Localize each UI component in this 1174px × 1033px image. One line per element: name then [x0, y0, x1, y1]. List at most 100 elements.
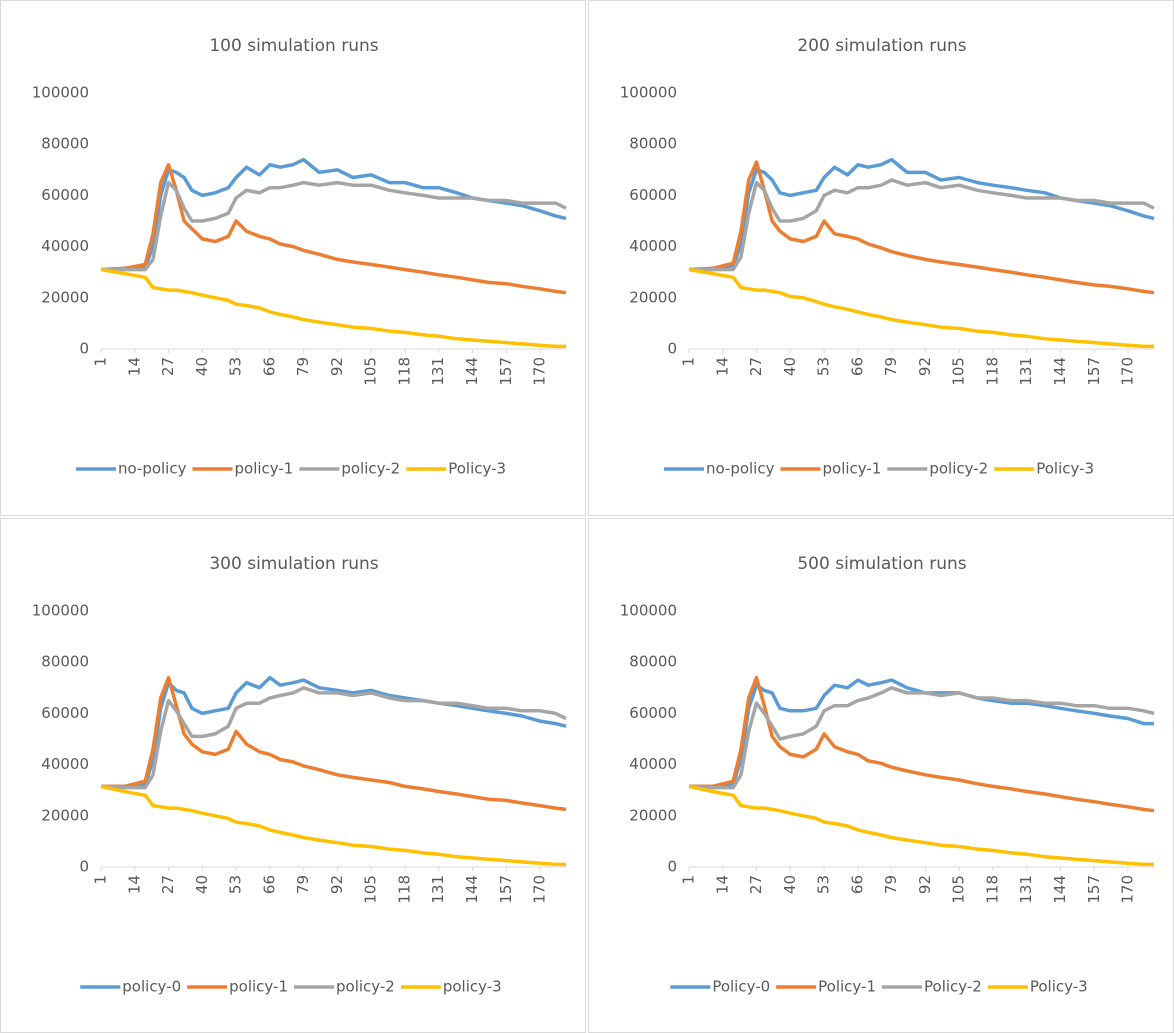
- x-tick-label: 40: [781, 875, 799, 894]
- series-line: [100, 267, 566, 349]
- legend-label: policy-2: [336, 978, 395, 996]
- y-tick-label: 40000: [629, 755, 677, 773]
- x-tick-label: 40: [781, 357, 799, 376]
- legend-label: policy-0: [122, 978, 181, 996]
- x-tick-label: 66: [260, 357, 278, 376]
- y-tick-label: 80000: [629, 135, 677, 153]
- y-tick-label: 0: [79, 858, 89, 876]
- x-tick-label: 53: [227, 357, 245, 376]
- x-tick-label: 131: [1017, 875, 1035, 904]
- y-tick-label: 100000: [32, 602, 89, 620]
- x-tick-label: 92: [328, 357, 346, 376]
- y-tick-label: 0: [79, 340, 89, 358]
- legend-label: Policy-3: [1030, 978, 1088, 996]
- x-tick-label: 53: [815, 875, 833, 894]
- series-line: [100, 162, 567, 295]
- legend-label: policy-1: [822, 460, 881, 478]
- y-tick-label: 60000: [41, 704, 89, 722]
- y-tick-label: 40000: [629, 237, 677, 255]
- legend-label: policy-2: [341, 460, 400, 478]
- x-tick-label: 157: [1085, 357, 1103, 386]
- x-tick-label: 14: [125, 875, 143, 894]
- x-tick-label: 144: [463, 875, 481, 904]
- x-tick-label: 118: [395, 357, 413, 386]
- legend: policy-0 policy-1 policy-2 policy-3: [80, 978, 502, 996]
- x-tick-label: 53: [815, 357, 833, 376]
- x-tick-label: 131: [429, 875, 447, 904]
- chart-panel: 300 simulation runs 0 20000 40000 60000 80000…: [0, 518, 586, 1033]
- legend-label: no-policy: [706, 460, 775, 478]
- series-line: [688, 784, 1154, 867]
- x-tick-label: 66: [848, 875, 866, 894]
- y-tick-label: 40000: [41, 755, 89, 773]
- x-tick-label: 1: [92, 875, 110, 885]
- chart-title: 300 simulation runs: [209, 554, 378, 574]
- legend: no-policy policy-1 policy-2 Policy-3: [75, 460, 506, 478]
- x-tick-label: 105: [950, 357, 968, 386]
- x-tick-label: 79: [294, 357, 312, 376]
- legend: no-policy policy-1 policy-2 Policy-3: [663, 460, 1094, 478]
- x-tick-label: 27: [159, 357, 177, 376]
- x-tick-label: 14: [713, 875, 731, 894]
- y-tick-label: 20000: [41, 288, 89, 306]
- x-tick-label: 27: [747, 357, 765, 376]
- x-tick-label: 105: [362, 357, 380, 386]
- x-tick-label: 92: [916, 875, 934, 894]
- x-tick-label: 118: [395, 875, 413, 904]
- x-tick-label: 40: [193, 875, 211, 894]
- chart-panel: 100 simulation runs 0 20000 40000 60000 80000…: [0, 0, 586, 516]
- series-line: [689, 675, 1155, 813]
- x-tick-label: 157: [497, 875, 515, 904]
- x-tick-label: 131: [429, 357, 447, 386]
- y-tick-label: 40000: [41, 237, 89, 255]
- legend: Policy-0 Policy-1 Policy-2 Policy-3: [670, 978, 1088, 996]
- x-tick-label: 118: [983, 875, 1001, 904]
- x-tick-label: 1: [680, 357, 698, 367]
- x-tick-label: 144: [463, 357, 481, 386]
- x-tick-label: 1: [680, 875, 698, 885]
- x-tick-label: 14: [125, 357, 143, 376]
- x-tick-label: 105: [950, 875, 968, 904]
- chart-panel: 500 simulation runs 0 20000 40000 60000 80000…: [588, 518, 1174, 1033]
- legend-label: Policy-0: [712, 978, 770, 996]
- x-tick-label: 53: [227, 875, 245, 894]
- legend-label: Policy-2: [924, 978, 982, 996]
- series-line: [689, 678, 1154, 789]
- chart-title: 200 simulation runs: [797, 36, 966, 56]
- legend-label: policy-2: [929, 460, 988, 478]
- legend-label: Policy-3: [448, 460, 506, 478]
- legend-label: Policy-1: [818, 978, 876, 996]
- series-line: [688, 267, 1154, 349]
- series-line: [101, 675, 567, 812]
- legend-label: policy-1: [234, 460, 293, 478]
- x-tick-label: 92: [916, 357, 934, 376]
- series-line: [101, 180, 567, 272]
- x-tick-label: 170: [1119, 357, 1137, 386]
- legend-label: policy-3: [443, 978, 502, 996]
- x-tick-label: 79: [882, 875, 900, 894]
- y-tick-label: 80000: [41, 135, 89, 153]
- x-tick-label: 92: [328, 875, 346, 894]
- y-tick-label: 60000: [41, 186, 89, 204]
- x-tick-label: 40: [193, 357, 211, 376]
- legend-label: Policy-3: [1036, 460, 1094, 478]
- x-tick-label: 27: [747, 875, 765, 894]
- y-tick-label: 80000: [629, 653, 677, 671]
- x-tick-label: 144: [1051, 357, 1069, 386]
- legend-label: no-policy: [118, 460, 187, 478]
- x-tick-label: 1: [92, 357, 110, 367]
- y-tick-label: 100000: [620, 602, 677, 620]
- x-tick-label: 170: [531, 357, 549, 386]
- series-line: [101, 675, 567, 789]
- y-tick-label: 20000: [629, 806, 677, 824]
- x-tick-label: 66: [848, 357, 866, 376]
- x-tick-label: 27: [159, 875, 177, 894]
- legend-label: policy-1: [229, 978, 288, 996]
- x-tick-label: 66: [260, 875, 278, 894]
- chart-panel: 200 simulation runs 0 20000 40000 60000 80000…: [588, 0, 1174, 516]
- x-tick-label: 157: [497, 357, 515, 386]
- y-tick-label: 60000: [629, 186, 677, 204]
- y-tick-label: 20000: [41, 806, 89, 824]
- y-tick-label: 0: [667, 858, 677, 876]
- chart-title: 100 simulation runs: [209, 36, 378, 56]
